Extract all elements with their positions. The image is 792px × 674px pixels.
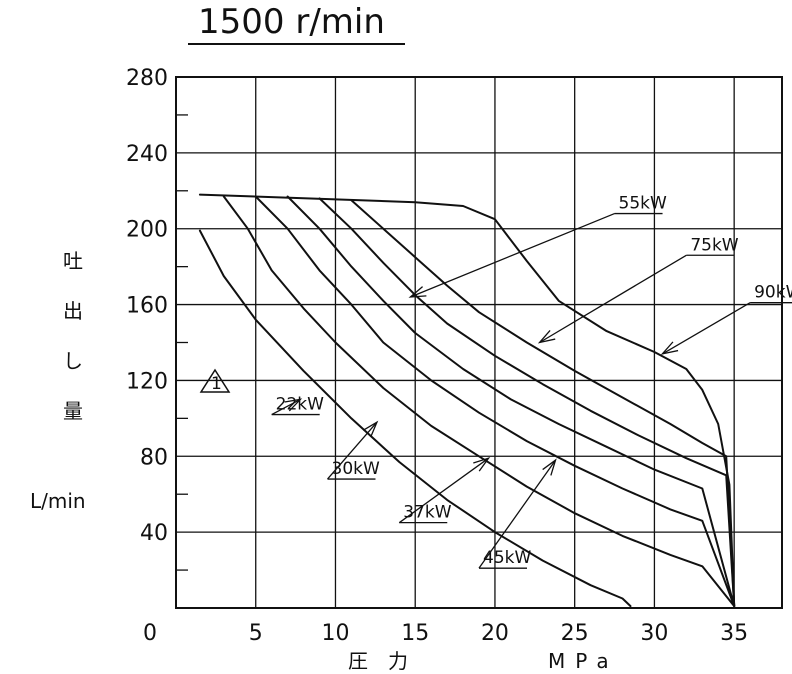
series-label: 45kW — [483, 548, 531, 568]
x-tick-labels: 0 5 10 15 20 25 30 35 — [143, 621, 748, 646]
y-tick-label: 240 — [126, 142, 168, 167]
annotation-22kw: 22kW — [271, 395, 324, 416]
series-label: 30kW — [332, 459, 380, 479]
y-tick-label: 80 — [140, 445, 168, 470]
y-tick-label: 120 — [126, 369, 168, 394]
leader-line — [478, 459, 557, 569]
svg-text:1: 1 — [211, 374, 222, 394]
series-label: 55kW — [619, 194, 667, 214]
y-axis-unit: L/min — [30, 489, 86, 513]
series-curves — [198, 193, 736, 608]
annotation-37kw: 37kW — [398, 456, 491, 524]
arrow-head — [408, 286, 427, 298]
y-tick-labels: 40 80 120 160 200 240 280 — [126, 66, 168, 546]
x-axis-unit: MPa — [548, 649, 619, 673]
annotation-75kw: 75kW — [537, 235, 739, 344]
annotation-90kw: 90kW — [660, 283, 792, 355]
series-annotations: 55kW 75kW 90kW 22kW 30kW 37kW 45kW — [271, 194, 792, 569]
series-line-75kw — [350, 199, 736, 608]
y-tick-label: 40 — [140, 521, 168, 546]
series-line-22kw — [198, 229, 632, 608]
arrow-head — [473, 456, 491, 472]
x-tick-label: 5 — [249, 621, 263, 646]
series-label: 75kW — [690, 235, 738, 255]
annotation-55kw: 55kW — [408, 194, 667, 298]
grid — [176, 77, 782, 608]
annotation-45kw: 45kW — [478, 458, 557, 569]
leader-line — [398, 457, 489, 524]
arrow-head — [660, 341, 679, 355]
x-tick-label: 15 — [401, 621, 429, 646]
y-tick-label: 280 — [126, 66, 168, 91]
x-tick-label: 35 — [720, 621, 748, 646]
annotation-30kw: 30kW — [327, 420, 380, 480]
x-tick-label: 0 — [143, 621, 157, 646]
leader-line — [539, 254, 687, 344]
series-label: 22kW — [276, 395, 324, 415]
leader-line — [327, 421, 378, 480]
x-tick-label: 30 — [640, 621, 668, 646]
x-tick-label: 25 — [561, 621, 589, 646]
series-label: 90kW — [754, 283, 792, 303]
y-tick-label: 200 — [126, 218, 168, 243]
leader-line — [662, 302, 751, 355]
series-line-30kw — [222, 195, 736, 608]
leader-line — [271, 398, 301, 416]
chart-title: 1500 r/min — [198, 2, 385, 42]
series-line-37kw — [254, 195, 736, 608]
x-tick-label: 10 — [321, 621, 349, 646]
arrow-head — [542, 458, 557, 476]
series-line-45kw — [286, 195, 736, 608]
arrow-head — [537, 329, 556, 344]
arrow-head — [362, 420, 379, 438]
y-tick-label: 160 — [126, 294, 168, 319]
revision-mark: 1 — [199, 368, 231, 394]
x-tick-label: 20 — [481, 621, 509, 646]
x-axis-label: 圧 力 — [348, 649, 408, 673]
series-line-55kw — [318, 197, 736, 608]
arrow-head — [284, 398, 303, 412]
y-axis-label: 吐出し量 — [63, 249, 83, 423]
series-line-90kw — [198, 193, 736, 608]
series-label: 37kW — [403, 503, 451, 523]
leader-line — [410, 212, 615, 298]
plot-frame — [175, 76, 783, 609]
